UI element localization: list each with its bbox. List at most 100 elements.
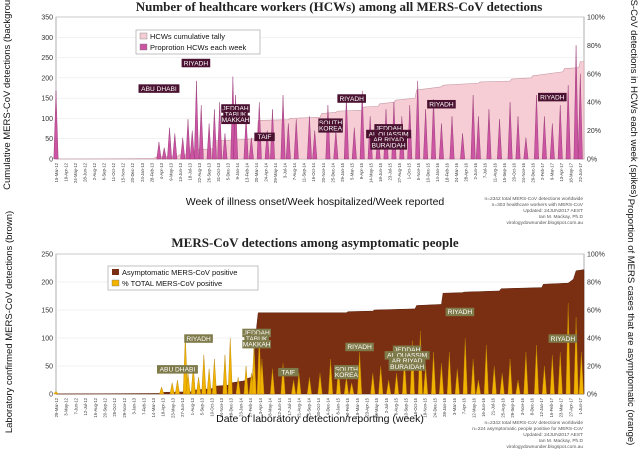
legend-swatch-hcw-cumulative — [139, 32, 148, 40]
annotation-box — [221, 104, 250, 113]
x-tick-label: 18-Jul-13 — [187, 162, 192, 180]
x-tick-label: 8-May-14 — [267, 397, 272, 415]
x-tick-label: 10-Sep-15 — [403, 397, 408, 417]
x-tick-label: 12-May-16 — [471, 397, 476, 418]
annotation-label: ABU DHABI — [141, 86, 177, 93]
legend-label-percent-total: % TOTAL MERS-CoV positive — [122, 279, 222, 288]
spike-mark — [264, 130, 270, 160]
spike-mark — [577, 73, 583, 160]
y2-tick-label: 100% — [587, 252, 605, 259]
x-tick-label: 8-Jan-15 — [335, 397, 340, 414]
annotation-box — [538, 92, 567, 102]
spike-mark — [317, 372, 323, 395]
spike-mark — [259, 358, 265, 395]
spike-mark — [243, 116, 249, 160]
spike-mark — [557, 105, 563, 160]
spike-mark — [175, 379, 180, 395]
x-tick-label: 6-Aug-15 — [394, 397, 399, 415]
annotation-box — [184, 334, 213, 343]
spike-mark — [172, 133, 178, 160]
bottom-note-line: n=2342 total MERS-CoV detections worldwi… — [484, 420, 583, 426]
x-tick-label: 16-Aug-12 — [93, 397, 98, 417]
x-tick-label: 27-Aug-15 — [397, 162, 402, 182]
x-tick-label: 19-Apr-12 — [64, 162, 69, 181]
annotation-label: BURAIDAH — [390, 364, 424, 371]
x-tick-label: 14-Mar-13 — [151, 397, 156, 417]
spike-mark — [349, 382, 355, 395]
annotation-label: TAIF — [281, 369, 295, 376]
spike-mark — [227, 337, 233, 395]
x-tick-label: 24-Jan-13 — [140, 162, 145, 182]
x-tick-label: 14-Jan-16 — [435, 162, 440, 182]
x-tick-label: 22-Jun-17 — [578, 162, 583, 182]
x-tick-label: 25-Aug-16 — [500, 397, 505, 417]
y2-tick-label: 40% — [587, 100, 601, 107]
x-tick-label: 10-Oct-13 — [209, 397, 214, 416]
spike-mark — [285, 123, 291, 160]
annotation-label: AR RIYAD — [373, 137, 404, 144]
spike-mark — [233, 95, 238, 160]
spike-mark — [431, 351, 436, 395]
spike-mark — [557, 351, 563, 395]
x-tick-label: 12-Jul-12 — [83, 397, 88, 415]
spike-mark — [439, 363, 444, 395]
annotation-label: RIYADH — [184, 60, 209, 67]
x-tick-label: 15-Mar-12 — [54, 162, 59, 182]
x-tick-label: 7-Jun-12 — [73, 397, 78, 414]
x-tick-label: 28-Feb-13 — [149, 162, 154, 182]
x-tick-label: 24-Mar-16 — [454, 162, 459, 182]
x-tick-label: 19-Nov-15 — [423, 397, 428, 417]
x-tick-label: 14-Nov-13 — [219, 397, 224, 417]
spike-mark — [486, 109, 492, 160]
x-tick-label: 29-Sep-16 — [510, 397, 515, 417]
spike-mark — [182, 335, 188, 395]
y-tick-label: 250 — [41, 252, 53, 259]
x-tick-label: 29-Mar-12 — [54, 397, 59, 417]
top-chart-title: Number of healthcare workers (HCWs) amon… — [136, 0, 543, 14]
annotation-label: JEDDAH — [243, 330, 270, 337]
spike-mark — [243, 365, 249, 395]
spike-mark — [497, 119, 502, 160]
spike-mark — [475, 116, 481, 160]
spike-mark — [515, 116, 521, 160]
annotation-box — [337, 94, 366, 103]
x-tick-label: 11-Oct-12 — [111, 162, 116, 181]
annotation-box — [334, 365, 359, 374]
x-tick-label: 2-Aug-12 — [92, 162, 97, 180]
top-legend: HCWs cumulative tally Proprotion HCWs ea… — [135, 29, 261, 55]
spike-mark — [256, 335, 262, 395]
spike-mark — [446, 351, 452, 395]
x-tick-label: 13-Apr-17 — [559, 162, 564, 181]
x-tick-label: 3-Apr-14 — [258, 397, 263, 414]
x-tick-label: 28-Jun-12 — [83, 162, 88, 182]
x-tick-label: 17-Jul-14 — [287, 397, 292, 415]
y-tick-label: 200 — [41, 280, 53, 287]
annotation-box — [392, 345, 422, 354]
spike-mark — [280, 363, 286, 395]
x-tick-label: 24-Nov-16 — [521, 162, 526, 182]
annotation-box — [181, 58, 211, 68]
annotation-label: RIYADH — [347, 344, 372, 351]
x-tick-label: 22-Aug-13 — [197, 162, 202, 182]
spike-mark — [573, 45, 579, 160]
x-tick-label: 20-Sep-12 — [103, 397, 108, 417]
spike-mark — [189, 130, 195, 160]
y2-tick-label: 80% — [587, 43, 601, 50]
spike-mark — [578, 351, 584, 395]
legend-swatch-percent-total — [111, 279, 120, 287]
y2-tick-label: 60% — [587, 308, 601, 315]
annotation-box — [242, 328, 271, 338]
spike-mark — [470, 358, 476, 395]
bottom-y2-axis-label: Proportion of MERS cases that are asympt… — [625, 199, 636, 446]
spike-mark — [431, 99, 436, 160]
annotation-box — [242, 339, 271, 349]
annotation-label: SOUTH — [335, 367, 358, 374]
x-tick-label: 28-Apr-16 — [464, 162, 469, 181]
spike-mark — [167, 127, 172, 160]
spike-mark — [394, 372, 399, 395]
x-tick-label: 28-May-15 — [374, 397, 379, 418]
annotation-label: KOREA — [319, 126, 343, 133]
x-tick-label: 18-Jun-15 — [378, 162, 383, 182]
annotation-box — [156, 365, 198, 374]
annotation-label: KOREA — [335, 372, 359, 379]
